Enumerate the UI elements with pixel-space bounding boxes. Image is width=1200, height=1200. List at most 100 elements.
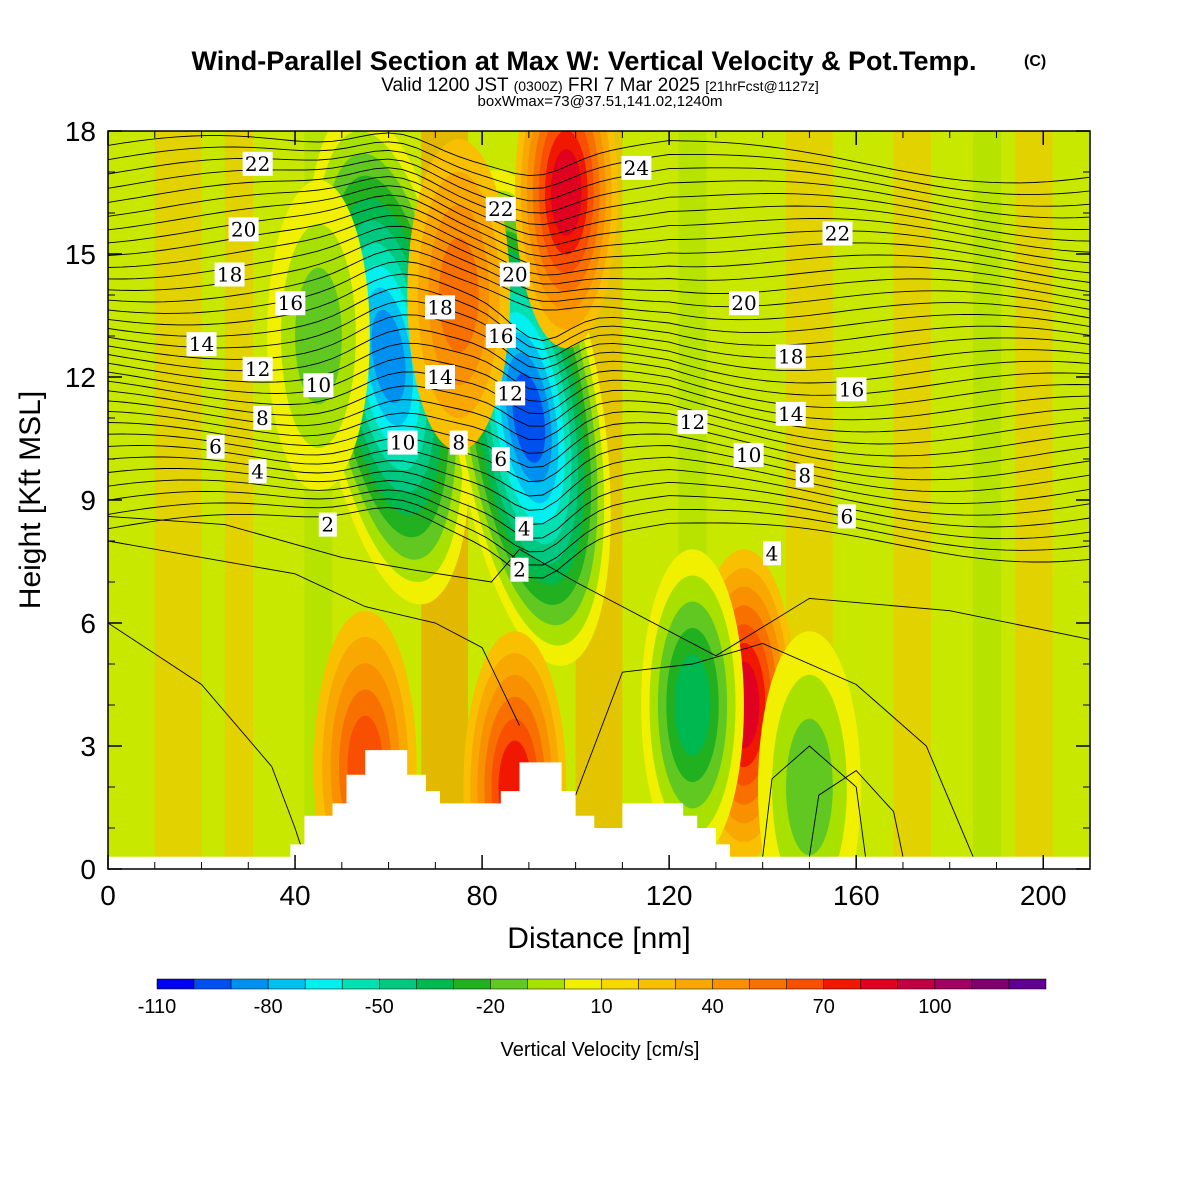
contour-label-text: 14	[778, 402, 803, 426]
theta-contour-line	[108, 622, 305, 857]
contour-label: 6	[206, 434, 225, 459]
contour-label: 6	[491, 447, 510, 471]
contour-label: 8	[253, 406, 272, 430]
valid-utc: (0300Z)	[514, 78, 563, 94]
theta-contour-line	[108, 215, 1090, 283]
contour-label: 20	[728, 291, 759, 316]
contour-label-text: 16	[839, 377, 864, 401]
contour-label-box	[303, 373, 334, 398]
theta-contour-line	[108, 342, 1090, 396]
contour-label: 8	[795, 463, 814, 488]
colorbar-tick-label: -20	[476, 996, 505, 1018]
contour-label-text: 16	[278, 291, 303, 315]
contour-label-box	[253, 406, 272, 430]
colorbar-tick-label: 10	[590, 996, 612, 1018]
colorbar-swatch	[156, 978, 195, 990]
theta-contour-line	[108, 185, 1090, 253]
contour-label-box	[485, 196, 516, 221]
theta-contour-line	[108, 194, 1090, 264]
contour-label-text: 8	[798, 463, 811, 487]
x-tick-label: 0	[100, 880, 116, 911]
field-band	[154, 131, 202, 869]
contour-label-text: 20	[731, 291, 756, 315]
contour-label: 10	[387, 430, 418, 455]
y-tick-label: 9	[80, 485, 96, 516]
contour-label-box	[836, 377, 867, 402]
theta-contour-line	[575, 643, 974, 857]
contour-label-box	[228, 217, 259, 242]
colorbar-tick-label: -110	[138, 996, 177, 1018]
contour-label-text: 8	[256, 406, 269, 430]
contour-label-box	[491, 447, 510, 471]
contour-label: 2	[318, 512, 337, 537]
velocity-band	[371, 309, 406, 404]
contour-label-text: 2	[321, 513, 334, 537]
contour-label-box	[275, 291, 306, 316]
contour-label-box	[763, 541, 782, 566]
colorbar-swatch	[453, 978, 491, 990]
theta-contour-line	[108, 300, 1090, 360]
colorbar-swatch	[304, 978, 343, 990]
contour-label-box	[242, 356, 273, 381]
theta-contour-line	[108, 286, 1090, 351]
contour-label-box	[510, 557, 529, 582]
contour-label: 14	[186, 332, 217, 357]
theta-contour-line	[108, 507, 1090, 579]
contour-label-box	[822, 221, 853, 246]
colorbar-swatch	[638, 978, 676, 990]
y-tick-label: 15	[65, 239, 96, 270]
theta-contour-line	[108, 410, 1090, 457]
contour-label: 10	[303, 373, 334, 398]
colorbar-swatch	[379, 978, 417, 990]
contour-label-text: 20	[502, 263, 527, 287]
x-tick-label: 120	[646, 880, 693, 911]
colorbar-swatch	[786, 978, 824, 990]
colorbar-swatch	[971, 978, 1010, 990]
theta-contour-line	[108, 468, 1090, 525]
contour-label-box	[485, 324, 516, 348]
y-tick-label: 12	[65, 362, 96, 393]
x-axis: 0 40 80 120 160 200	[100, 131, 1067, 911]
theta-contours	[108, 132, 1090, 857]
theta-contour-line	[108, 248, 1090, 310]
colorbar-swatch	[601, 978, 639, 990]
valid-date: FRI 7 Mar 2025	[568, 75, 700, 96]
colorbar-swatch	[416, 978, 454, 990]
contour-label-box	[318, 512, 337, 537]
theta-contour-line	[108, 445, 1090, 497]
colorbar-swatch	[712, 978, 750, 990]
colorbar-tick-label: -80	[254, 996, 283, 1018]
contour-label: 16	[836, 377, 867, 402]
colorbar-swatch	[860, 978, 899, 990]
contour-label-box	[733, 442, 764, 467]
theta-contour-line	[108, 456, 1090, 511]
contour-label-text: 22	[488, 197, 513, 221]
contour-label: 4	[763, 541, 782, 566]
contour-label-box	[186, 332, 217, 357]
theta-contour-line	[108, 273, 1090, 342]
contour-label: 12	[677, 410, 708, 435]
contour-label-text: 4	[251, 459, 264, 483]
velocity-cell	[758, 631, 861, 869]
velocity-cell	[641, 549, 744, 861]
y-tick-label: 18	[65, 116, 96, 147]
x-tick-label: 80	[467, 880, 498, 911]
colorbar-swatch	[490, 978, 528, 990]
contour-label: 18	[425, 295, 456, 320]
colorbar-swatch	[749, 978, 787, 990]
colorbar-tick-label: 100	[918, 996, 951, 1018]
contour-label-text: 22	[825, 222, 850, 246]
theta-contour-line	[762, 745, 866, 857]
colorbar-tick-label: 70	[813, 996, 835, 1018]
contour-label-text: 24	[624, 156, 649, 180]
theta-contour-line	[108, 489, 1090, 553]
theta-contour-line	[108, 385, 1090, 433]
contour-label: 12	[242, 356, 273, 381]
y-axis-title: Height [Kft MSL]	[14, 391, 47, 609]
contour-label-text: 22	[245, 152, 270, 176]
contour-label-text: 18	[217, 263, 242, 287]
theta-contour-line	[108, 132, 1090, 184]
